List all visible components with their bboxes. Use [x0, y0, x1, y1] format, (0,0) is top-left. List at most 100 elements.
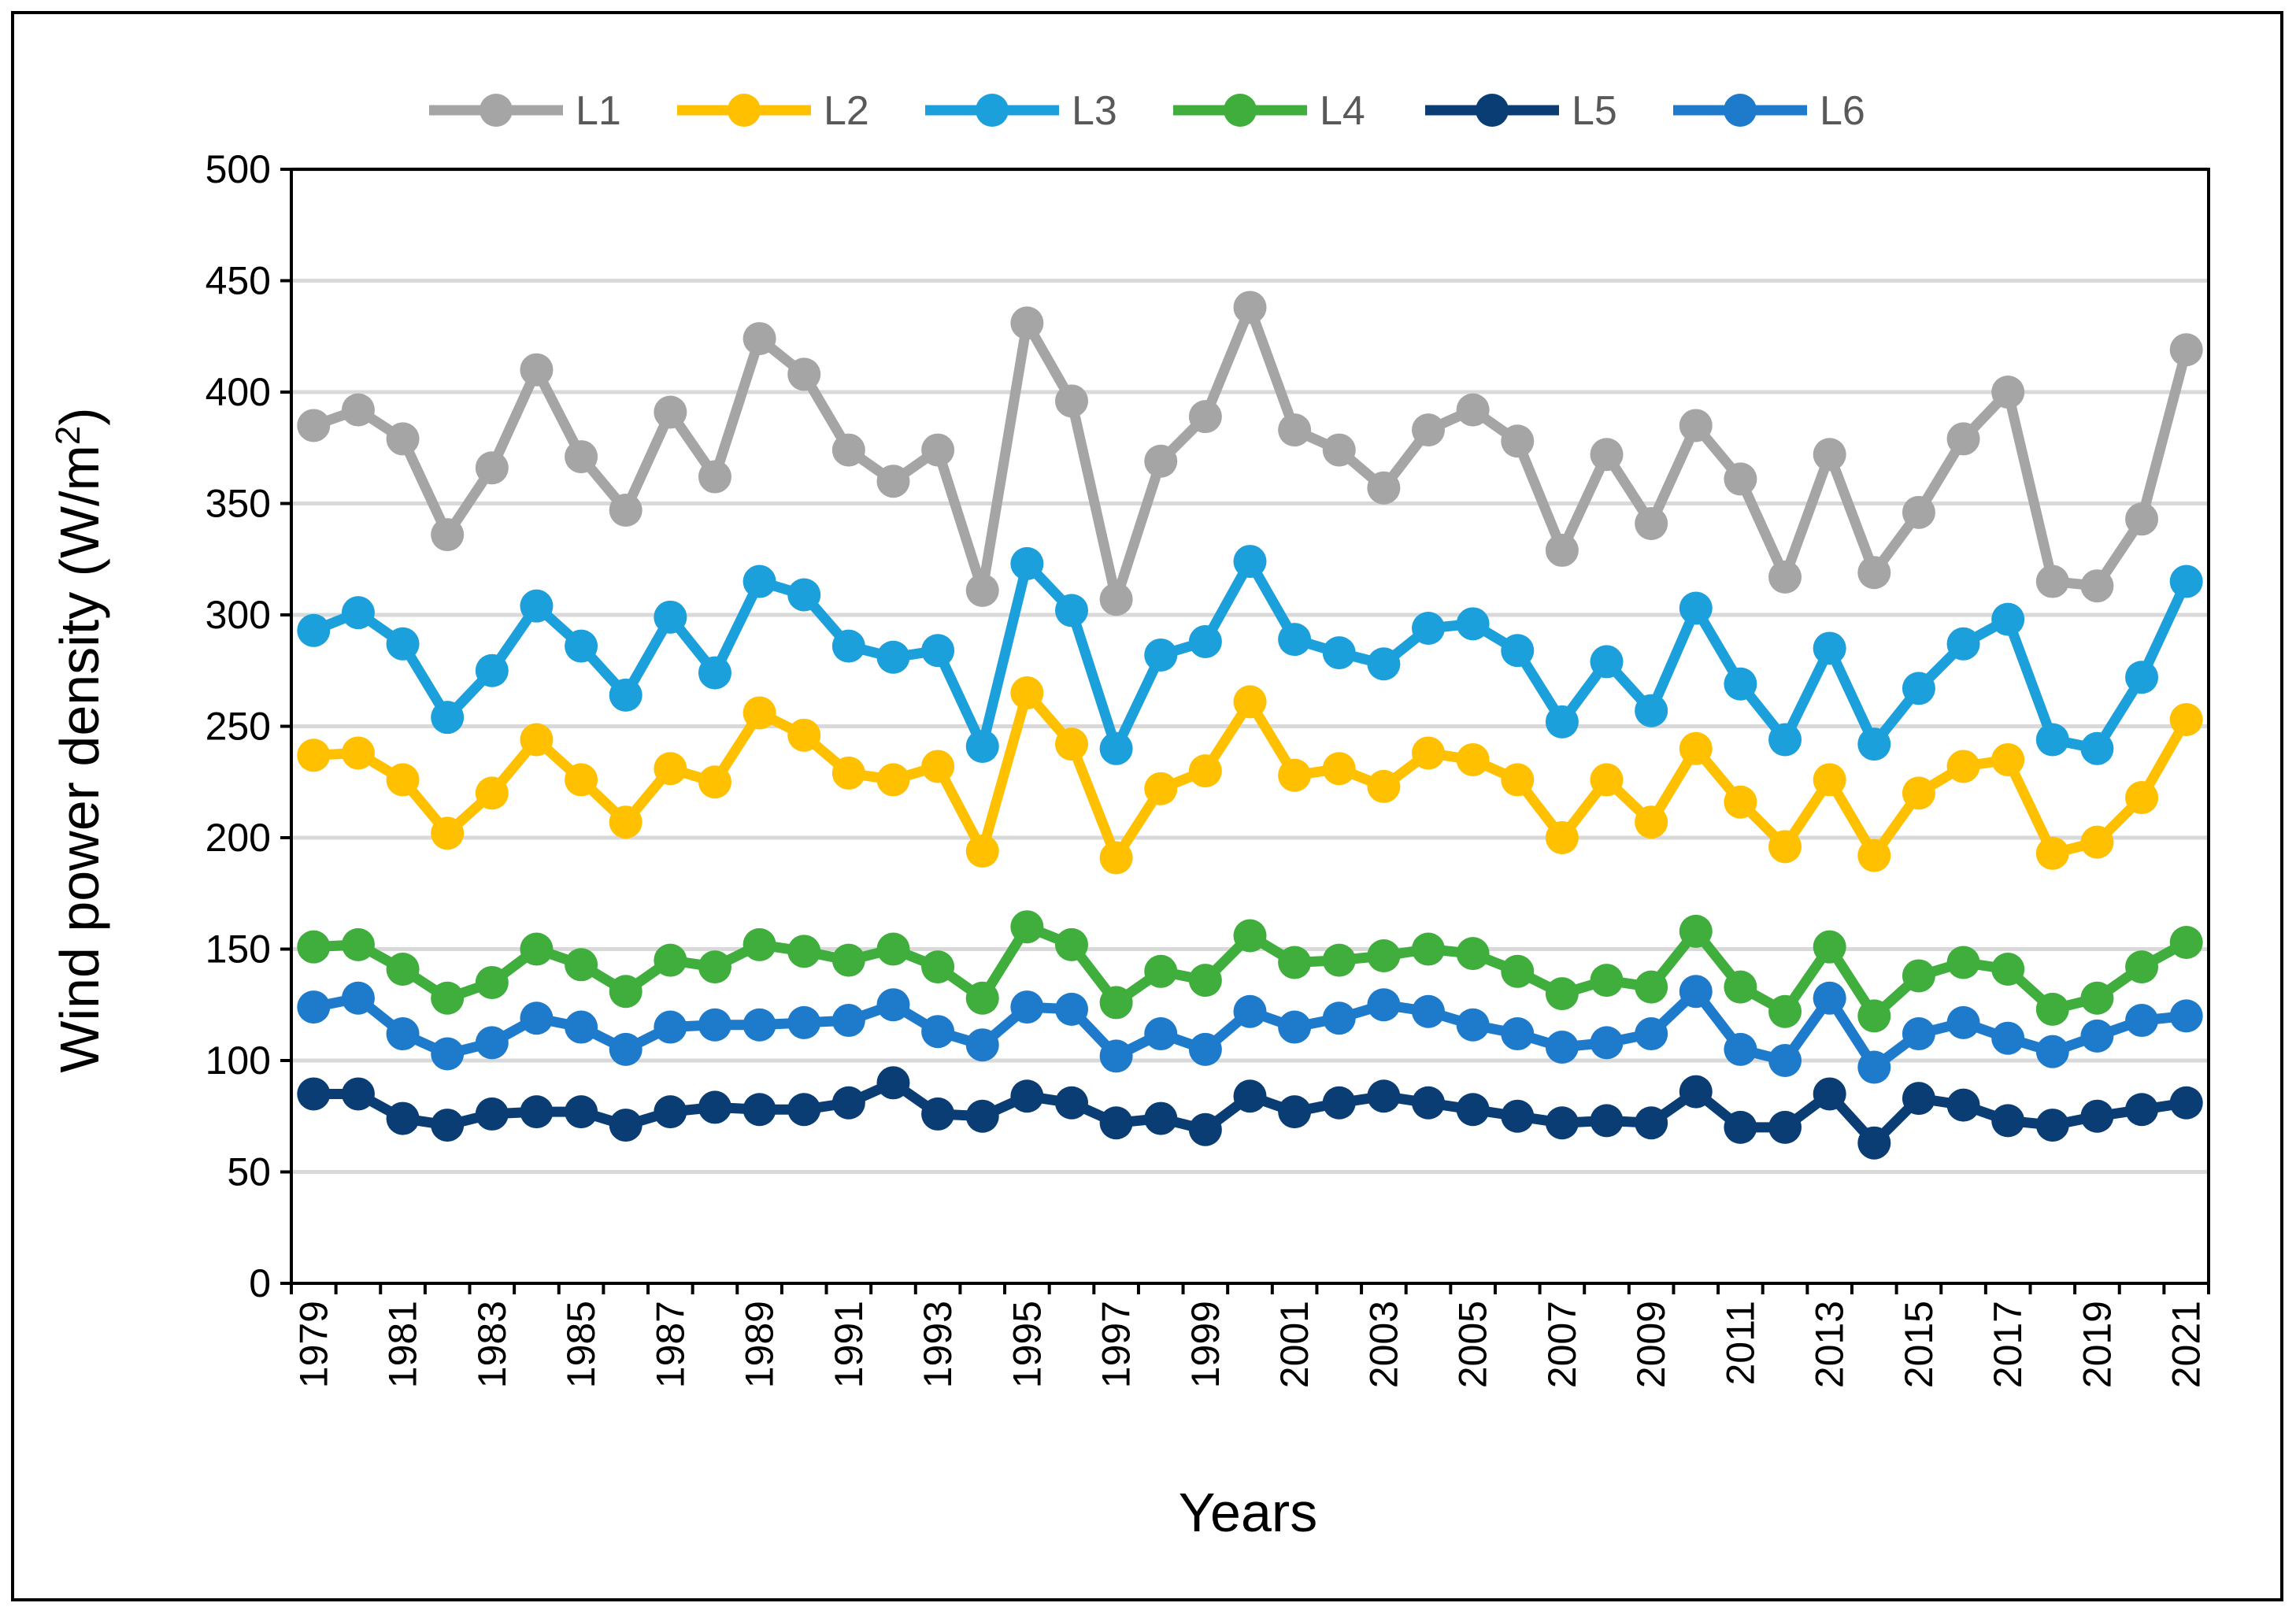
data-point-l4-1995 [1010, 910, 1044, 944]
data-point-l1-1995 [1010, 306, 1044, 340]
data-point-l4-2001 [1278, 946, 1312, 979]
data-point-l2-2008 [1590, 763, 1624, 797]
y-tick-label: 250 [206, 705, 271, 749]
data-point-l4-2015 [1902, 959, 1935, 993]
data-point-l3-2016 [1946, 627, 1980, 661]
data-point-l6-1999 [1188, 1032, 1222, 1066]
data-point-l3-2018 [2035, 723, 2069, 757]
data-point-l2-1988 [698, 765, 731, 799]
data-point-l4-2020 [2125, 950, 2159, 984]
data-point-l5-2008 [1590, 1104, 1624, 1138]
data-point-l6-1992 [876, 988, 910, 1022]
x-tick-label: 2003 [1361, 1301, 1405, 1388]
data-point-l6-1994 [965, 1028, 999, 1062]
data-point-l5-2016 [1946, 1088, 1980, 1122]
data-point-l4-1992 [876, 932, 910, 966]
data-point-l2-1990 [787, 718, 821, 752]
x-tick-label: 1985 [559, 1301, 603, 1388]
data-point-l1-2010 [1679, 409, 1713, 442]
data-point-l4-1983 [475, 965, 509, 999]
data-point-l3-2020 [2125, 661, 2159, 694]
data-point-l3-1999 [1188, 624, 1222, 658]
data-point-l1-2012 [1768, 560, 1802, 594]
legend-item-l2: L2 [677, 88, 869, 134]
data-point-l2-1999 [1188, 754, 1222, 788]
data-point-l6-2008 [1590, 1026, 1624, 1060]
data-point-l3-2003 [1367, 647, 1401, 681]
legend-label: L1 [576, 88, 621, 134]
data-point-l5-1983 [475, 1097, 509, 1131]
data-point-l5-1991 [831, 1086, 865, 1120]
data-point-l4-1998 [1144, 954, 1178, 988]
data-point-l6-2009 [1635, 1017, 1668, 1051]
data-point-l6-1990 [787, 1005, 821, 1039]
y-tick-label: 100 [206, 1038, 271, 1083]
data-point-l2-1980 [341, 736, 375, 770]
data-point-l1-2018 [2035, 565, 2069, 598]
legend-label: L6 [1820, 88, 1865, 134]
data-point-l2-1986 [609, 805, 643, 839]
data-point-l1-2011 [1724, 462, 1757, 496]
legend-label: L4 [1320, 88, 1365, 134]
data-point-l4-1990 [787, 935, 821, 968]
data-point-l6-1996 [1054, 992, 1088, 1026]
data-point-l4-2007 [1545, 977, 1579, 1011]
y-tick-label: 450 [206, 259, 271, 303]
data-point-l5-1989 [742, 1093, 776, 1127]
legend: L1 L2 L3 L4 L5 L6 [429, 88, 1865, 134]
data-point-l6-2002 [1322, 1001, 1356, 1035]
x-tick-label: 2001 [1272, 1301, 1316, 1388]
data-point-l2-2014 [1857, 838, 1891, 872]
data-point-l2-2021 [2169, 703, 2203, 737]
data-point-l4-2011 [1724, 970, 1757, 1004]
data-point-l1-2021 [2169, 333, 2203, 367]
x-tick-label: 1979 [291, 1301, 335, 1388]
data-point-l1-2017 [1991, 376, 2025, 409]
x-tick-label: 2009 [1629, 1301, 1673, 1388]
data-point-l6-1993 [921, 1015, 955, 1049]
y-tick-label: 0 [249, 1261, 271, 1305]
data-point-l4-2013 [1813, 930, 1846, 964]
data-point-l5-1986 [609, 1109, 643, 1142]
data-point-l1-2000 [1233, 291, 1267, 324]
legend-item-l5: L5 [1425, 88, 1617, 134]
data-point-l3-1984 [520, 589, 554, 623]
data-point-l3-2012 [1768, 723, 1802, 757]
data-point-l3-2011 [1724, 667, 1757, 701]
data-point-l2-2012 [1768, 830, 1802, 864]
data-point-l3-1989 [742, 565, 776, 598]
data-point-l6-2017 [1991, 1021, 2025, 1055]
x-axis-title: Years [1179, 1482, 1317, 1543]
data-point-l4-2018 [2035, 992, 2069, 1026]
data-point-l2-2001 [1278, 758, 1312, 792]
data-point-l6-2016 [1946, 1005, 1980, 1039]
data-point-l2-1994 [965, 834, 999, 868]
data-point-l6-1998 [1144, 1017, 1178, 1051]
y-axis-title: Wind power density (W/m2) [49, 407, 111, 1072]
data-point-l5-2006 [1501, 1099, 1535, 1133]
legend-label: L3 [1072, 88, 1117, 134]
data-point-l3-2015 [1902, 672, 1935, 705]
data-point-l1-1998 [1144, 444, 1178, 478]
data-point-l3-2010 [1679, 591, 1713, 625]
data-point-l2-2004 [1412, 736, 1446, 770]
data-point-l5-2017 [1991, 1104, 2025, 1138]
data-point-l2-2010 [1679, 731, 1713, 765]
data-point-l4-1999 [1188, 964, 1222, 998]
data-point-l4-2003 [1367, 938, 1401, 972]
legend-label: L2 [824, 88, 869, 134]
x-tick-label: 1981 [381, 1301, 425, 1388]
data-point-l1-1983 [475, 451, 509, 485]
x-tick-label: 1993 [916, 1301, 960, 1388]
data-point-l6-1997 [1099, 1039, 1133, 1073]
data-point-l3-1982 [431, 701, 465, 735]
data-point-l3-2009 [1635, 694, 1668, 727]
data-point-l5-2001 [1278, 1095, 1312, 1129]
data-point-l5-2014 [1857, 1126, 1891, 1160]
data-point-l2-2017 [1991, 742, 2025, 776]
data-point-l3-1991 [831, 629, 865, 663]
data-point-l2-2016 [1946, 750, 1980, 783]
data-point-l6-1995 [1010, 990, 1044, 1024]
y-tick-label: 350 [206, 482, 271, 526]
